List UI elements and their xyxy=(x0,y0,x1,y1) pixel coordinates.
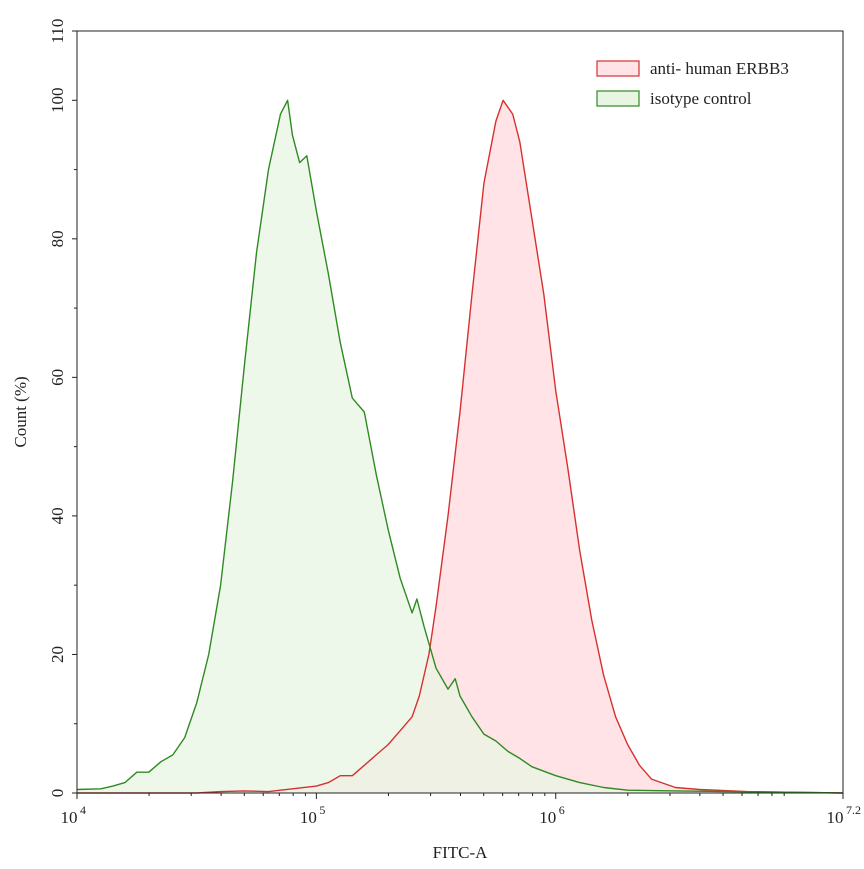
y-tick-label: 0 xyxy=(48,789,67,798)
y-tick-label: 20 xyxy=(48,646,67,663)
y-axis-label: Count (%) xyxy=(11,376,30,447)
x-axis-label: FITC-A xyxy=(433,843,489,862)
series-anti-erbb3-line xyxy=(77,99,844,794)
x-tick-exponent: 7.2 xyxy=(846,803,861,817)
x-tick-label: 10 xyxy=(61,808,78,827)
y-tick-label: 100 xyxy=(48,88,67,114)
x-tick-exponent: 6 xyxy=(559,803,565,817)
x-tick-exponent: 5 xyxy=(319,803,325,817)
y-tick-label: 80 xyxy=(48,230,67,247)
series-anti-erbb3-area xyxy=(77,100,843,794)
legend: anti- human ERBB3 isotype control xyxy=(596,59,789,108)
legend-label-anti-erbb3: anti- human ERBB3 xyxy=(650,59,789,78)
y-tick-label: 40 xyxy=(48,507,67,524)
x-tick-exponent: 4 xyxy=(80,803,86,817)
x-tick-label: 10 xyxy=(300,808,317,827)
legend-label-isotype: isotype control xyxy=(650,89,752,108)
y-tick-label: 60 xyxy=(48,369,67,386)
series-isotype-area xyxy=(77,100,843,794)
series-isotype-line xyxy=(76,99,844,794)
x-tick-label: 10 xyxy=(827,808,844,827)
legend-swatch-isotype xyxy=(596,90,640,107)
plot-area xyxy=(76,99,844,794)
y-tick-label: 110 xyxy=(48,19,67,44)
legend-swatch-anti-erbb3 xyxy=(596,60,640,77)
x-tick-label: 10 xyxy=(539,808,556,827)
